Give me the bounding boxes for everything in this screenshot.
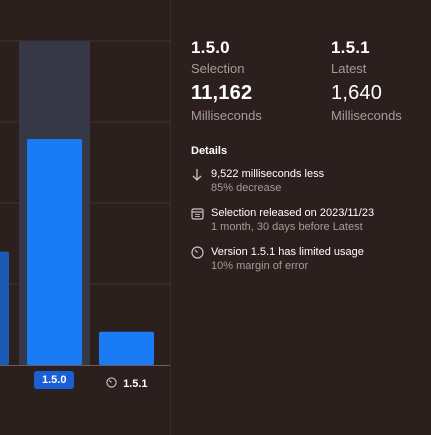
stat-latest-version: 1.5.1 Latest (331, 38, 370, 76)
gauge-icon (191, 246, 204, 259)
calendar-icon (191, 208, 204, 220)
detail-release-sub: 1 month, 30 days before Latest (211, 221, 363, 233)
selection-badge[interactable]: 1.5.0 (34, 371, 75, 389)
bar-1.5.1[interactable] (99, 331, 154, 365)
stat-latest-value: 1,640 Milliseconds (331, 82, 402, 123)
detail-difference-text: 9,522 milliseconds less (211, 168, 325, 180)
latest-label: 1.5.1 (123, 378, 148, 390)
divider (170, 0, 171, 435)
arrow-down-icon (192, 169, 202, 181)
detail-difference-sub: 85% decrease (211, 182, 282, 194)
selection-label: Selection (191, 61, 245, 76)
selection-version: 1.5.0 (191, 38, 230, 57)
latest-label-text: Latest (331, 61, 367, 76)
stat-selection-value: 11,162 Milliseconds (191, 82, 262, 123)
details-title: Details (191, 145, 228, 157)
latest-unit: Milliseconds (331, 108, 402, 123)
gauge-icon (106, 377, 117, 388)
latest-value: 1,640 (331, 82, 383, 104)
x-label-latest[interactable]: 1.5.1 (106, 377, 148, 390)
detail-release-text: Selection released on 2023/11/23 (211, 207, 375, 219)
bar-chart (0, 40, 170, 366)
detail-usage-text: Version 1.5.1 has limited usage (211, 246, 364, 258)
selection-unit: Milliseconds (191, 108, 262, 123)
bar-1.5.0[interactable] (27, 138, 82, 365)
bar-previous[interactable] (0, 251, 9, 365)
details-panel: Details 9,522 milliseconds less 85% decr… (191, 145, 426, 284)
detail-usage-sub: 10% margin of error (211, 260, 309, 272)
latest-version: 1.5.1 (331, 38, 370, 57)
detail-item-usage: Version 1.5.1 has limited usage 10% marg… (191, 245, 426, 274)
selection-value: 11,162 (191, 82, 253, 104)
detail-item-release: Selection released on 2023/11/23 1 month… (191, 206, 426, 235)
stat-selection-version: 1.5.0 Selection (191, 38, 244, 76)
x-label-selection[interactable]: 1.5.0 (34, 371, 75, 389)
detail-item-difference: 9,522 milliseconds less 85% decrease (191, 167, 426, 196)
